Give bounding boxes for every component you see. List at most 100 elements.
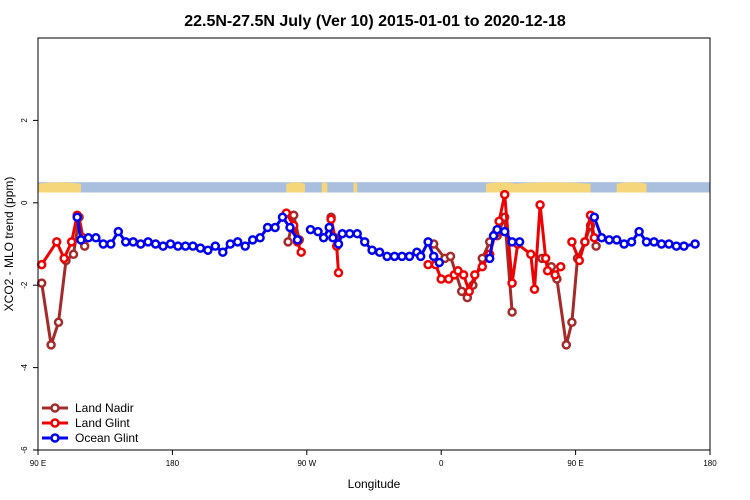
data-point: [499, 226, 510, 237]
data-point: [240, 241, 250, 251]
data-point: [188, 241, 198, 251]
data-point: [328, 233, 338, 243]
data-point: [285, 222, 295, 233]
data-point: [270, 222, 280, 233]
data-point: [535, 200, 545, 210]
data-point: [567, 317, 577, 328]
data-point: [158, 241, 168, 251]
land-band: [321, 182, 328, 193]
data-point: [128, 237, 138, 247]
data-point: [68, 249, 79, 260]
data-point: [53, 317, 64, 328]
data-point: [492, 224, 502, 235]
data-point: [561, 340, 572, 350]
data-point: [580, 237, 590, 247]
data-point: [567, 237, 577, 247]
data-point: [464, 286, 474, 297]
data-point: [484, 253, 495, 264]
data-point: [36, 278, 47, 288]
data-point: [529, 284, 540, 295]
data-point: [382, 251, 392, 262]
legend-label: Land Nadir: [75, 401, 134, 415]
data-point: [143, 237, 153, 247]
data-point: [232, 237, 243, 247]
data-point: [255, 233, 265, 243]
data-point: [59, 253, 69, 264]
data-point: [499, 189, 510, 200]
data-point: [664, 239, 674, 249]
data-point: [445, 251, 456, 262]
data-point: [507, 237, 517, 247]
data-point: [434, 257, 445, 268]
data-point: [333, 268, 344, 278]
data-point: [173, 241, 183, 251]
data-point: [470, 270, 480, 280]
data-point: [326, 214, 336, 225]
data-point: [611, 235, 622, 245]
data-point: [352, 228, 362, 239]
data-point: [66, 237, 77, 247]
legend-entry: Land Nadir: [42, 401, 134, 415]
x-tick-label: 90 E: [30, 459, 46, 468]
data-point: [436, 274, 446, 284]
data-point: [656, 239, 667, 249]
data-point: [514, 237, 525, 247]
data-point: [344, 228, 355, 239]
data-point: [120, 237, 131, 247]
data-point: [589, 233, 600, 243]
data-point: [135, 239, 146, 249]
y-tick-label: 2: [20, 118, 29, 123]
legend-marker: [50, 433, 60, 443]
data-point: [165, 239, 176, 249]
data-point: [415, 251, 426, 262]
land-band: [286, 182, 305, 193]
x-tick-label: 90 E: [567, 459, 583, 468]
data-point: [550, 270, 560, 280]
land-band: [486, 182, 516, 193]
data-point: [277, 212, 288, 222]
data-point: [423, 237, 433, 247]
x-axis-label: Longitude: [348, 477, 401, 491]
ocean-band: [38, 182, 710, 193]
y-axis: -6 -4 -2 0 2: [20, 118, 38, 454]
data-point: [397, 251, 407, 262]
plot-series: [36, 189, 700, 350]
data-point: [626, 237, 637, 247]
data-point: [247, 235, 258, 245]
data-point: [555, 261, 566, 272]
data-point: [98, 239, 109, 249]
data-point: [456, 286, 467, 297]
data-point: [324, 222, 334, 233]
data-point: [203, 245, 213, 255]
plot-frame: [37, 37, 711, 451]
data-point: [671, 241, 682, 251]
data-point: [404, 251, 415, 262]
legend-marker: [50, 403, 60, 413]
data-point: [46, 340, 56, 350]
data-point: [634, 226, 644, 237]
data-point: [458, 270, 469, 280]
y-tick-label: -6: [20, 446, 29, 454]
data-point: [367, 245, 377, 255]
data-point: [313, 226, 323, 237]
data-point: [305, 224, 316, 235]
x-tick-label: 180: [703, 459, 717, 468]
land-band: [514, 182, 591, 193]
data-point: [374, 247, 385, 257]
legend-entry: Ocean Glint: [42, 431, 139, 445]
data-point: [423, 259, 433, 270]
data-point: [218, 247, 228, 257]
data-point: [180, 241, 191, 251]
data-point: [83, 233, 94, 243]
data-point: [596, 233, 607, 243]
data-point: [540, 253, 551, 264]
x-tick-label: 90 W: [297, 459, 316, 468]
data-point: [262, 222, 273, 233]
data-point: [36, 259, 47, 270]
data-point: [195, 243, 206, 253]
y-tick-label: -4: [20, 363, 29, 371]
data-point: [526, 249, 536, 260]
data-point: [542, 266, 553, 276]
